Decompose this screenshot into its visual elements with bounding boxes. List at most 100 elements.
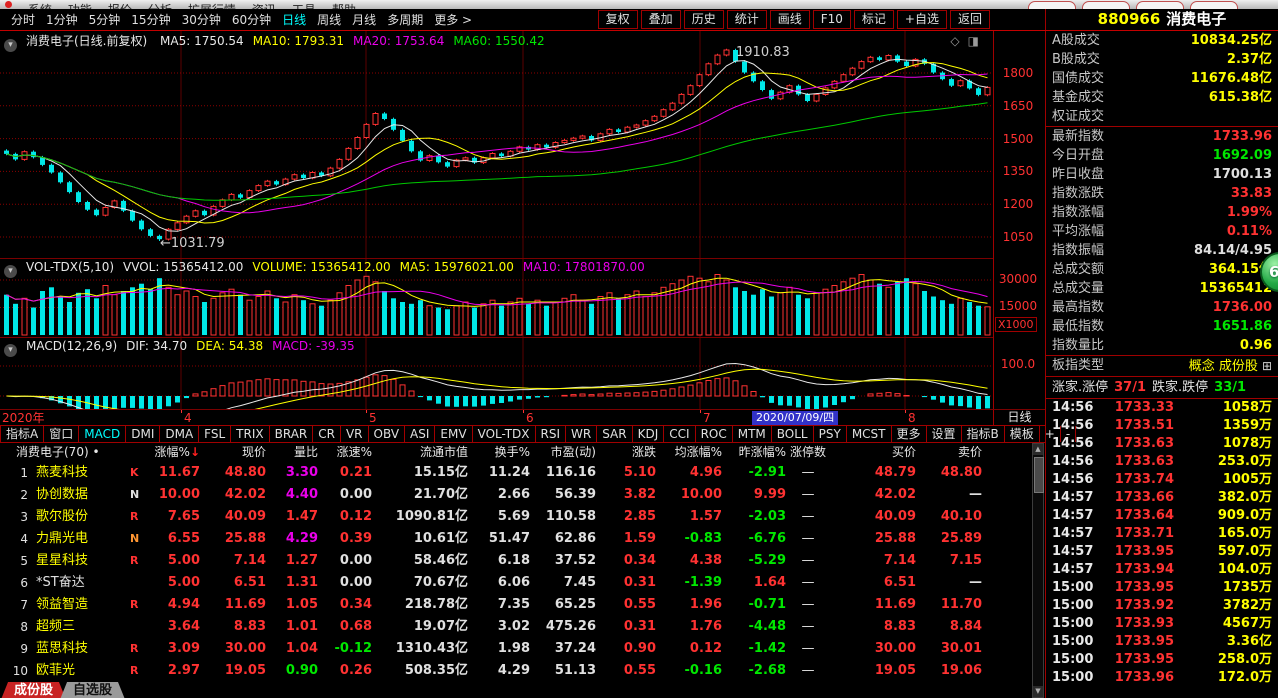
chart-area[interactable]: ▾ 消费电子(日线.前复权) MA5: 1750.54 MA10: 1793.31 M… bbox=[0, 31, 993, 424]
chart-button-统计[interactable]: 统计 bbox=[726, 10, 767, 29]
indicator-tab-CR[interactable]: CR bbox=[312, 426, 341, 442]
column-header-涨停数[interactable]: 涨停数 bbox=[789, 445, 826, 459]
menu-item-工具[interactable]: 工具 bbox=[292, 3, 316, 9]
period-tab-月线[interactable]: 月线 bbox=[352, 13, 377, 27]
indicator-tab-ROC[interactable]: ROC bbox=[694, 426, 733, 442]
indicator-tab-MTM[interactable]: MTM bbox=[731, 426, 772, 442]
main-candle-pane[interactable]: ▾ 消费电子(日线.前复权) MA5: 1750.54 MA10: 1793.31 M… bbox=[0, 31, 993, 258]
column-header-市盈(动)[interactable]: 市盈(动) bbox=[550, 445, 596, 459]
chart-button-历史[interactable]: 历史 bbox=[683, 10, 724, 29]
bottom-tab-自选股[interactable]: 自选股 bbox=[59, 682, 127, 698]
table-row[interactable]: 2 协创数据 N 10.00 42.02 4.40 0.00 21.70亿 2.66 56.39 3… bbox=[0, 484, 1032, 506]
column-header-昨涨幅%[interactable]: 昨涨幅% bbox=[738, 445, 786, 459]
table-row[interactable]: 4 力鼎光电 N 6.55 25.88 4.29 0.39 10.61亿 51.47 62.86 1… bbox=[0, 528, 1032, 550]
collapse-chevron-icon[interactable]: ▾ bbox=[4, 39, 17, 52]
indicator-tab-BOLL[interactable]: BOLL bbox=[770, 426, 814, 442]
column-header-换手%[interactable]: 换手% bbox=[494, 445, 530, 459]
indicator-tab-KDJ[interactable]: KDJ bbox=[631, 426, 665, 442]
column-header-涨幅%[interactable]: 涨幅%↓ bbox=[154, 445, 200, 459]
indicator-tab-窗口[interactable]: 窗口 bbox=[43, 426, 80, 442]
grid-icon[interactable]: ⊞ bbox=[1261, 359, 1272, 373]
menu-pill-button[interactable] bbox=[1082, 1, 1130, 9]
indicator-tab-BRAR[interactable]: BRAR bbox=[268, 426, 314, 442]
period-tab-15分钟[interactable]: 15分钟 bbox=[131, 13, 171, 27]
column-header-涨速%[interactable]: 涨速% bbox=[336, 445, 372, 459]
menu-pill-button[interactable] bbox=[1136, 1, 1184, 9]
split-window-icon[interactable]: ◨ bbox=[967, 34, 987, 48]
macd-pane[interactable]: ▾ MACD(12,26,9) DIF: 34.70 DEA: 54.38 MACD: … bbox=[0, 337, 993, 424]
indicator-tab-指标A[interactable]: 指标A bbox=[0, 426, 45, 442]
indicator-tab--[interactable]: - bbox=[1059, 426, 1077, 442]
column-header-涨跌[interactable]: 涨跌 bbox=[631, 445, 656, 459]
indicator-tab-RSI[interactable]: RSI bbox=[534, 426, 567, 442]
indicator-tab-SAR[interactable]: SAR bbox=[596, 426, 633, 442]
chart-button-F10[interactable]: F10 bbox=[812, 10, 851, 29]
indicator-tab-VR[interactable]: VR bbox=[339, 426, 369, 442]
column-header-现价[interactable]: 现价 bbox=[241, 445, 266, 459]
period-tab-多周期[interactable]: 多周期 bbox=[387, 13, 424, 27]
column-header-量比[interactable]: 量比 bbox=[293, 445, 318, 459]
table-row[interactable]: 3 歌尔股份 R 7.65 40.09 1.47 0.12 1090.81亿 5.69 110.5… bbox=[0, 506, 1032, 528]
period-tab-周线[interactable]: 周线 bbox=[317, 13, 342, 27]
indicator-tab-指标B[interactable]: 指标B bbox=[960, 426, 1005, 442]
indicator-tab-EMV[interactable]: EMV bbox=[434, 426, 473, 442]
indicator-tab-PSY[interactable]: PSY bbox=[812, 426, 847, 442]
menu-item-扩展行情[interactable]: 扩展行情 bbox=[188, 3, 236, 9]
scroll-up-icon[interactable]: ▲ bbox=[1033, 444, 1043, 455]
indicator-tab-TRIX[interactable]: TRIX bbox=[230, 426, 270, 442]
menu-item-分析[interactable]: 分析 bbox=[148, 3, 172, 9]
chart-button-叠加[interactable]: 叠加 bbox=[640, 10, 681, 29]
indicator-tab-OBV[interactable]: OBV bbox=[367, 426, 406, 442]
chart-button-标记[interactable]: 标记 bbox=[853, 10, 894, 29]
column-header-流通市值[interactable]: 流通市值 bbox=[419, 445, 468, 459]
table-row[interactable]: 10 欧菲光 R 2.97 19.05 0.90 0.26 508.35亿 4.29 51.13 0… bbox=[0, 660, 1032, 682]
indicator-tab-WR[interactable]: WR bbox=[565, 426, 598, 442]
column-header-买价[interactable]: 买价 bbox=[891, 445, 916, 459]
table-row[interactable]: 9 蓝思科技 R 3.09 30.00 1.04 -0.12 1310.43亿 1.98 37.2… bbox=[0, 638, 1032, 660]
indicator-tab-FSL[interactable]: FSL bbox=[198, 426, 232, 442]
table-scrollbar[interactable]: ▲ ▼ bbox=[1032, 443, 1044, 698]
menu-item-帮助[interactable]: 帮助 bbox=[332, 3, 356, 9]
table-row[interactable]: 5 星星科技 R 5.00 7.14 1.27 0.00 58.46亿 6.18 37.52 0.3… bbox=[0, 550, 1032, 572]
tick-list[interactable]: 14:56 1733.33 1058万 14:56 1733.51 1359万 14:56 1… bbox=[1046, 399, 1278, 687]
scrollbar-thumb[interactable] bbox=[1034, 457, 1044, 493]
volume-pane[interactable]: ▾ VOL-TDX(5,10) VVOL: 15365412.00 VOLUME: 1… bbox=[0, 258, 993, 338]
indicator-tab-MCST[interactable]: MCST bbox=[845, 426, 892, 442]
table-row[interactable]: 7 领益智造 R 4.94 11.69 1.05 0.34 218.78亿 7.35 65.25 0… bbox=[0, 594, 1032, 616]
indicator-tab-MACD[interactable]: MACD bbox=[78, 426, 127, 442]
menu-item-功能[interactable]: 功能 bbox=[68, 3, 92, 9]
menu-pill-button[interactable] bbox=[1190, 1, 1238, 9]
period-tab-日线[interactable]: 日线 bbox=[282, 13, 307, 27]
chart-button-+自选[interactable]: +自选 bbox=[896, 10, 947, 29]
collapse-chevron-icon[interactable]: ▾ bbox=[4, 265, 17, 278]
period-tab-5分钟[interactable]: 5分钟 bbox=[88, 13, 121, 27]
column-header-卖价[interactable]: 卖价 bbox=[957, 445, 982, 459]
table-row[interactable]: 6 *ST奋达 5.00 6.51 1.31 0.00 70.67亿 6.06 7.45 0.31… bbox=[0, 572, 1032, 594]
indicator-tab-CCI[interactable]: CCI bbox=[663, 426, 696, 442]
collapse-chevron-icon[interactable]: ▾ bbox=[4, 344, 17, 357]
period-tab-60分钟[interactable]: 60分钟 bbox=[231, 13, 272, 27]
menu-quick-buttons[interactable] bbox=[1028, 1, 1238, 9]
chart-button-返回[interactable]: 返回 bbox=[949, 10, 990, 29]
indicator-tab-VOL-TDX[interactable]: VOL-TDX bbox=[471, 426, 536, 442]
indicator-tab-ASI[interactable]: ASI bbox=[404, 426, 436, 442]
indicator-tab-更多[interactable]: 更多 bbox=[890, 426, 927, 442]
bottom-tab-成份股[interactable]: 成份股 bbox=[0, 682, 68, 698]
chart-button-画线[interactable]: 画线 bbox=[769, 10, 810, 29]
period-tab-分时[interactable]: 分时 bbox=[11, 13, 36, 27]
indicator-tab-模板[interactable]: 模板 bbox=[1003, 426, 1040, 442]
table-row[interactable]: 8 超频三 3.64 8.83 1.01 0.68 19.07亿 3.02 475.26 0.31… bbox=[0, 616, 1032, 638]
volume-canvas[interactable] bbox=[0, 259, 993, 341]
scroll-down-icon[interactable]: ▼ bbox=[1033, 686, 1043, 697]
chart-button-复权[interactable]: 复权 bbox=[597, 10, 638, 29]
period-tab-1分钟[interactable]: 1分钟 bbox=[46, 13, 78, 27]
menu-item-报价[interactable]: 报价 bbox=[108, 3, 132, 9]
period-tab-30分钟[interactable]: 30分钟 bbox=[181, 13, 221, 27]
menu-pill-button[interactable] bbox=[1028, 1, 1076, 9]
menu-item-资讯[interactable]: 资讯 bbox=[252, 3, 276, 9]
board-type-row[interactable]: 板指类型 概念 成份股 ⊞ bbox=[1046, 356, 1278, 377]
candlestick-canvas[interactable]: 1910.83 ←1031.79 bbox=[0, 31, 993, 261]
menu-item-系统[interactable]: 系统 bbox=[28, 3, 52, 9]
period-tab-更多 >[interactable]: 更多 > bbox=[434, 13, 473, 27]
table-row[interactable]: 1 燕麦科技 K 11.67 48.80 3.30 0.21 15.15亿 11.24 116.1… bbox=[0, 462, 1032, 484]
